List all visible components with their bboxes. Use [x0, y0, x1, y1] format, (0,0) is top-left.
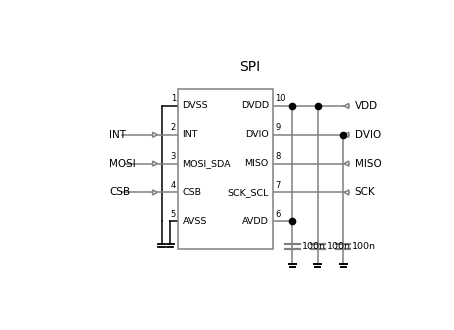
Text: VDD: VDD — [355, 101, 378, 111]
Text: 1: 1 — [171, 94, 176, 103]
Text: 100n: 100n — [327, 242, 351, 251]
Text: SCK: SCK — [355, 187, 375, 197]
Polygon shape — [344, 103, 349, 109]
Text: 7: 7 — [276, 181, 281, 190]
Text: 100n: 100n — [352, 242, 376, 251]
Polygon shape — [153, 161, 157, 166]
Bar — [178, 89, 273, 249]
Text: DVSS: DVSS — [183, 101, 208, 111]
Text: AVDD: AVDD — [242, 217, 269, 226]
Text: SPI: SPI — [239, 60, 260, 74]
Text: AVSS: AVSS — [183, 217, 207, 226]
Polygon shape — [153, 190, 157, 195]
Polygon shape — [153, 132, 157, 137]
Text: CSB: CSB — [183, 188, 202, 197]
Polygon shape — [344, 190, 349, 195]
Text: 10: 10 — [276, 94, 286, 103]
Polygon shape — [344, 132, 349, 137]
Text: 6: 6 — [276, 210, 281, 219]
Text: INT: INT — [183, 130, 198, 139]
Text: MOSI: MOSI — [109, 159, 136, 169]
Text: MISO: MISO — [245, 159, 269, 168]
Text: SCK_SCL: SCK_SCL — [227, 188, 269, 197]
Text: MOSI_SDA: MOSI_SDA — [183, 159, 231, 168]
Text: 3: 3 — [171, 152, 176, 161]
Text: 9: 9 — [276, 123, 281, 132]
Text: DVIO: DVIO — [245, 130, 269, 139]
Text: 8: 8 — [276, 152, 281, 161]
Text: 2: 2 — [171, 123, 176, 132]
Text: MISO: MISO — [355, 159, 381, 169]
Text: CSB: CSB — [109, 187, 131, 197]
Polygon shape — [344, 161, 349, 166]
Text: 100n: 100n — [301, 242, 326, 251]
Text: DVDD: DVDD — [241, 101, 269, 111]
Text: DVIO: DVIO — [355, 130, 381, 140]
Text: 5: 5 — [171, 210, 176, 219]
Text: 4: 4 — [171, 181, 176, 190]
Text: INT: INT — [109, 130, 126, 140]
